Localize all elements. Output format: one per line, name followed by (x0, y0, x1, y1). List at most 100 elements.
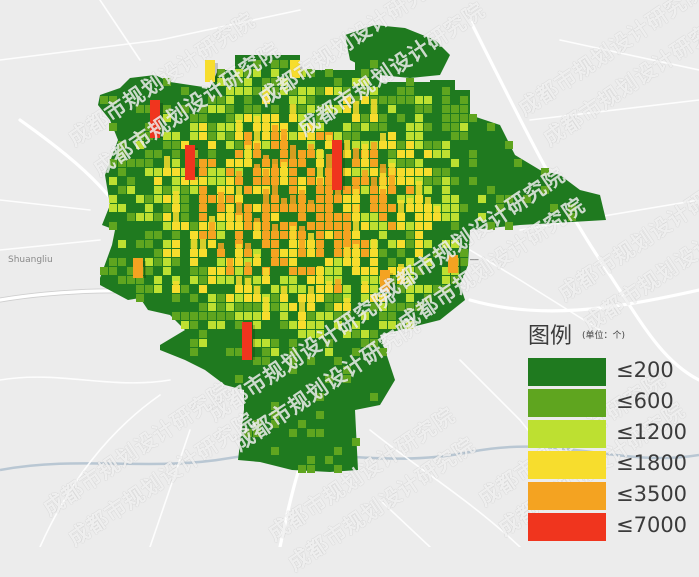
heat-cell (226, 123, 234, 131)
heat-cell (361, 186, 369, 194)
heat-cell-extrusion (254, 128, 260, 141)
heat-cell (361, 123, 369, 131)
heat-cell (271, 303, 279, 311)
legend-swatch (528, 358, 606, 386)
heat-cell (154, 186, 162, 194)
heat-cell (199, 312, 207, 320)
heat-cell (190, 186, 198, 194)
heat-cell (289, 87, 297, 95)
heat-cell (289, 276, 297, 284)
heat-cell (316, 312, 324, 320)
heat-cell (253, 69, 261, 77)
heat-cell (397, 321, 405, 329)
heat-cell (334, 105, 342, 113)
heat-cell (442, 141, 450, 149)
heat-cell (424, 294, 432, 302)
heat-cell (505, 141, 513, 149)
heat-cell-extrusion (254, 222, 260, 231)
heat-cell (289, 258, 297, 266)
heat-cell (316, 123, 324, 131)
heat-cell (226, 222, 234, 230)
heat-cell (190, 348, 198, 356)
heat-cell (127, 177, 135, 185)
heat-cell (226, 114, 234, 122)
heat-cell-extrusion (389, 175, 395, 186)
heat-cell-extrusion (416, 181, 422, 195)
heat-cell (280, 303, 288, 311)
heat-cell (370, 168, 378, 176)
heat-cell (235, 267, 243, 275)
heat-cell (370, 60, 378, 68)
legend-unit: (单位：个) (582, 331, 626, 341)
heat-cell (343, 330, 351, 338)
heat-cell (253, 420, 261, 428)
heat-cell (262, 141, 270, 149)
heat-cell (244, 87, 252, 95)
heat-cell-extrusion (344, 247, 350, 258)
heat-cell (541, 168, 549, 176)
heat-cell (163, 240, 171, 248)
heat-cell (460, 258, 468, 266)
heat-cell-extrusion (308, 299, 314, 303)
heat-cell (235, 222, 243, 230)
heat-cell (244, 96, 252, 104)
heat-cell (406, 87, 414, 95)
heat-cell (334, 357, 342, 365)
heat-cell-extrusion (218, 243, 224, 249)
heat-cell (406, 186, 414, 194)
heat-cell-extrusion (425, 197, 431, 204)
heat-cell (361, 78, 369, 86)
heat-cell-extrusion (326, 191, 332, 204)
heat-cell (190, 132, 198, 140)
heat-cell (406, 222, 414, 230)
heat-cell (145, 123, 153, 131)
heat-cell (379, 213, 387, 221)
heat-cell (127, 267, 135, 275)
heat-cell (244, 267, 252, 275)
heat-cell (388, 150, 396, 158)
heat-cell (163, 213, 171, 221)
heat-cell (469, 150, 477, 158)
heat-cell (397, 222, 405, 230)
heat-cell (226, 177, 234, 185)
heat-cell-extrusion (299, 235, 305, 249)
heat-cell (415, 213, 423, 221)
heat-cell (226, 141, 234, 149)
heat-cell (523, 195, 531, 203)
heat-cell (235, 258, 243, 266)
heat-cell (415, 96, 423, 104)
heat-cell (352, 267, 360, 275)
heat-cell-extrusion (245, 137, 251, 141)
heat-cell (325, 276, 333, 284)
heat-cell (361, 69, 369, 77)
heat-cell (307, 240, 315, 248)
heat-cell (361, 339, 369, 347)
heat-cell (397, 249, 405, 257)
heat-cell (550, 204, 558, 212)
heat-cell (235, 114, 243, 122)
map-label-shuangliu: Shuangliu (8, 255, 53, 265)
heat-cell-extrusion (326, 174, 332, 186)
heat-cell (460, 123, 468, 131)
heat-cell (406, 294, 414, 302)
heat-cell (568, 213, 576, 221)
heat-cell (379, 303, 387, 311)
heat-cell (406, 321, 414, 329)
heat-cell-extrusion (353, 244, 359, 249)
heat-cell (109, 177, 117, 185)
heat-cell (361, 285, 369, 293)
heat-cell (352, 195, 360, 203)
heat-cell (298, 114, 306, 122)
heat-cell (244, 222, 252, 230)
heat-cell (208, 231, 216, 239)
heat-bar-shade (458, 258, 461, 273)
legend-swatch (528, 482, 606, 510)
heat-cell (433, 249, 441, 257)
heat-cell (298, 195, 306, 203)
heat-cell (271, 213, 279, 221)
heat-cell-extrusion (290, 226, 296, 240)
heat-cell (181, 213, 189, 221)
map-legend: 图例 (单位：个) ≤200 ≤600 ≤1200 ≤1800 ≤3500 ≤7000 (520, 318, 695, 543)
heat-cell (316, 249, 324, 257)
heat-cell (460, 249, 468, 257)
